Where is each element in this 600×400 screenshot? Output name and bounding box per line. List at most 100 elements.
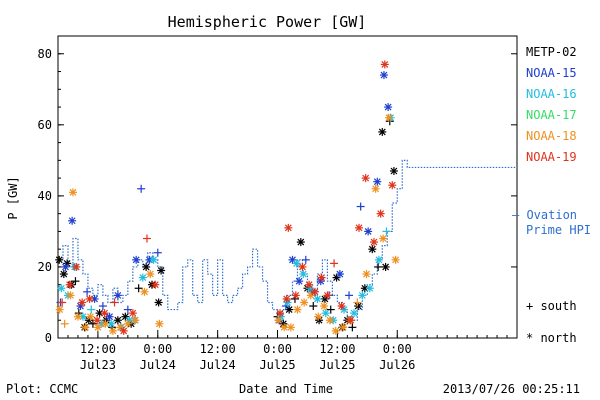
data-point-noaa-15-south: [301, 255, 310, 264]
y-tick-label: 20: [38, 260, 52, 274]
x-axis-label: Date and Time: [239, 382, 333, 396]
data-point-noaa-18-north: [362, 270, 371, 279]
data-point-noaa-19-north: [119, 326, 128, 335]
data-point-metp-02-north: [55, 255, 64, 264]
data-point-noaa-15-south: [153, 248, 162, 257]
data-point-noaa-16-north: [292, 259, 301, 268]
data-point-noaa-19-south: [142, 234, 151, 243]
x-tick-label: 12:00: [319, 342, 355, 356]
data-point-noaa-18-north: [286, 323, 295, 332]
x-tick-label: 12:00: [80, 342, 116, 356]
data-point-noaa-15-north: [132, 255, 141, 264]
data-point-metp-02-north: [113, 316, 122, 325]
data-point-noaa-15-north: [379, 71, 388, 80]
data-point-noaa-18-north: [300, 298, 309, 307]
data-point-noaa-19-north: [276, 309, 285, 318]
legend-north: * north: [526, 331, 577, 345]
data-point-noaa-18-north: [293, 305, 302, 314]
data-point-noaa-19-north: [317, 273, 326, 282]
x-tick-label: 12:00: [200, 342, 236, 356]
data-point-noaa-19-north: [151, 280, 160, 289]
data-point-noaa-18-north: [55, 305, 64, 314]
data-point-noaa-15-south: [83, 287, 92, 296]
data-point-noaa-18-north: [325, 316, 334, 325]
data-point-noaa-15-north: [68, 216, 77, 225]
data-point-noaa-15-north: [113, 291, 122, 300]
data-point-noaa-19-north: [346, 316, 355, 325]
data-point-noaa-16-north: [358, 291, 367, 300]
footer-plot-credit: Plot: CCMC: [6, 382, 78, 396]
legend-noaa-19: NOAA-19: [526, 150, 577, 164]
data-point-metp-02-south: [71, 277, 80, 286]
data-point-noaa-16-north: [138, 273, 147, 282]
legend-noaa-18: NOAA-18: [526, 129, 577, 143]
data-point-metp-02-north: [381, 262, 390, 271]
data-point-noaa-15-south: [345, 291, 354, 300]
data-point-noaa-18-north: [339, 323, 348, 332]
data-point-noaa-16-north: [365, 284, 374, 293]
data-point-noaa-18-north: [371, 184, 380, 193]
data-point-noaa-15-north: [384, 103, 393, 112]
data-point-noaa-15-north: [76, 302, 85, 311]
y-tick-label: 40: [38, 189, 52, 203]
data-point-noaa-19-north: [310, 287, 319, 296]
data-point-noaa-19-north: [284, 223, 293, 232]
data-point-noaa-18-south: [353, 298, 362, 307]
y-tick-label: 0: [45, 331, 52, 345]
data-point-noaa-16-north: [321, 309, 330, 318]
data-point-noaa-16-south: [87, 305, 96, 314]
data-point-metp-02-south: [309, 302, 318, 311]
data-point-noaa-19-north: [369, 238, 378, 247]
x-tick-date-label: Jul26: [379, 358, 415, 372]
data-point-noaa-19-north: [291, 291, 300, 300]
data-point-noaa-19-north: [323, 291, 332, 300]
data-point-noaa-15-north: [335, 270, 344, 279]
data-point-metp-02-south: [348, 323, 357, 332]
data-point-noaa-18-north: [140, 287, 149, 296]
data-point-noaa-18-south: [60, 319, 69, 328]
y-tick-label: 80: [38, 47, 52, 61]
y-tick-label: 60: [38, 118, 52, 132]
data-point-metp-02-north: [354, 302, 363, 311]
x-tick-date-label: Jul24: [140, 358, 176, 372]
data-point-noaa-19-north: [298, 262, 307, 271]
data-point-noaa-16-north: [149, 255, 158, 264]
data-point-metp-02-north: [296, 238, 305, 247]
chart-title: Hemispheric Power [GW]: [168, 13, 367, 31]
data-point-noaa-18-north: [131, 316, 140, 325]
data-point-noaa-18-north: [123, 319, 132, 328]
data-point-metp-02-north: [154, 298, 163, 307]
data-point-metp-02-south: [134, 284, 143, 293]
data-point-noaa-19-north: [85, 294, 94, 303]
data-point-noaa-19-south: [58, 298, 67, 307]
data-point-noaa-18-north: [116, 323, 125, 332]
data-point-noaa-18-north: [68, 188, 77, 197]
data-point-noaa-18-north: [320, 302, 329, 311]
data-point-metp-02-north: [368, 245, 377, 254]
data-point-noaa-16-north: [350, 309, 359, 318]
plot-frame: [57, 35, 518, 339]
data-point-noaa-18-north: [81, 323, 90, 332]
data-point-noaa-19-south: [330, 259, 339, 268]
x-tick-date-label: Jul24: [200, 358, 236, 372]
data-point-metp-02-south: [88, 319, 97, 328]
data-point-noaa-18-north: [379, 234, 388, 243]
data-point-noaa-18-north: [384, 113, 393, 122]
data-point-noaa-18-north: [274, 316, 283, 325]
x-tick-label: 0:00: [143, 342, 172, 356]
legend-ovation-label: — Ovation: [512, 208, 577, 222]
data-point-noaa-16-north: [299, 270, 308, 279]
data-point-metp-02-north: [378, 127, 387, 136]
data-point-metp-02-north: [157, 266, 166, 275]
legend-south: + south: [526, 299, 577, 313]
data-point-noaa-19-north: [337, 302, 346, 311]
footer-timestamp: 2013/07/26 00:25:11: [443, 382, 580, 396]
data-point-noaa-19-north: [380, 60, 389, 69]
data-point-noaa-18-north: [66, 291, 75, 300]
legend-noaa-16: NOAA-16: [526, 87, 577, 101]
data-point-metp-02-north: [285, 305, 294, 314]
data-point-noaa-15-north: [105, 312, 114, 321]
data-point-noaa-18-north: [146, 270, 155, 279]
